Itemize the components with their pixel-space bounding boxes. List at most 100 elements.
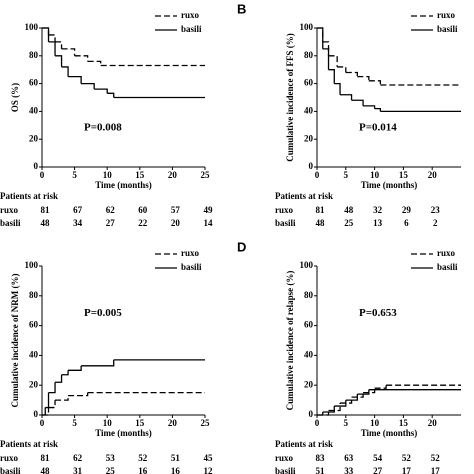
risk-count: 17: [402, 466, 412, 474]
risk-count: 22: [138, 218, 148, 228]
step-segment: [368, 80, 382, 85]
step-segment: [317, 27, 324, 42]
risk-count: 52: [431, 453, 441, 463]
risk-count: 14: [204, 218, 214, 228]
step-segment: [322, 41, 330, 56]
step-segment: [357, 389, 370, 395]
x-tick-label: 10: [370, 418, 380, 428]
x-tick-label: 15: [135, 170, 145, 180]
risk-row-name: ruxo: [0, 453, 19, 463]
risk-count: 57: [171, 205, 181, 215]
legend-label: ruxo: [181, 248, 200, 258]
step-segment: [55, 41, 63, 49]
x-tick-label: 25: [201, 418, 211, 428]
risk-row-name: basili: [275, 218, 296, 228]
step-segment: [55, 395, 69, 401]
risk-count: 52: [138, 453, 148, 463]
risk-count: 27: [106, 218, 116, 228]
risk-count: 25: [106, 466, 116, 474]
risk-count: 51: [171, 453, 181, 463]
y-tick-label: 20: [304, 379, 314, 389]
step-segment: [87, 60, 102, 66]
y-tick-label: 60: [304, 78, 314, 88]
risk-table-title: Patients at risk: [0, 191, 58, 201]
risk-table-title: Patients at risk: [275, 439, 333, 449]
step-segment: [107, 92, 115, 98]
step-segment: [345, 394, 358, 401]
y-tick-label: 100: [300, 260, 314, 270]
risk-count: 52: [402, 453, 412, 463]
risk-count: 60: [138, 205, 148, 215]
step-segment: [317, 412, 324, 416]
step-segment: [374, 107, 382, 112]
step-segment: [340, 94, 353, 101]
legend-label: ruxo: [437, 10, 456, 20]
x-tick-label: 10: [103, 170, 113, 180]
risk-count: 81: [41, 453, 51, 463]
risk-count: 81: [41, 205, 51, 215]
x-axis-label: Time (months): [361, 428, 418, 438]
panel-label: D: [237, 239, 246, 254]
y-tick-label: 40: [29, 105, 39, 115]
step-segment: [81, 82, 95, 90]
y-tick-label: 20: [29, 133, 39, 143]
y-tick-label: 60: [304, 320, 314, 330]
step-segment: [374, 385, 387, 389]
y-tick-label: 80: [29, 50, 39, 60]
step-segment: [317, 27, 324, 49]
risk-row-name: basili: [0, 466, 21, 474]
risk-count: 12: [204, 466, 214, 474]
step-segment: [345, 71, 358, 77]
x-tick-label: 0: [40, 418, 45, 428]
risk-count: 29: [402, 205, 412, 215]
y-tick-label: 80: [29, 290, 39, 300]
step-segment: [48, 400, 56, 409]
risk-count: 48: [316, 218, 326, 228]
x-tick-label: 20: [168, 418, 178, 428]
step-segment: [351, 99, 364, 106]
y-tick-label: 60: [29, 320, 39, 330]
y-axis-label: Cumulative incidence of NRM (%): [10, 274, 20, 408]
step-segment: [322, 406, 335, 413]
risk-count: 16: [138, 466, 148, 474]
risk-table-title: Patients at risk: [275, 191, 333, 201]
x-tick-label: 20: [428, 170, 438, 180]
step-segment: [81, 359, 115, 367]
y-tick-label: 40: [304, 105, 314, 115]
y-tick-label: 20: [29, 379, 39, 389]
risk-count: 31: [73, 466, 83, 474]
y-tick-label: 40: [29, 349, 39, 359]
step-segment: [48, 34, 56, 42]
step-segment: [42, 27, 50, 35]
risk-count: 48: [41, 218, 51, 228]
x-tick-label: 25: [201, 170, 211, 180]
step-segment: [68, 76, 82, 84]
x-tick-label: 15: [399, 170, 409, 180]
step-segment: [328, 69, 335, 84]
risk-count: 62: [106, 205, 116, 215]
risk-count: 16: [171, 466, 181, 474]
step-segment: [94, 88, 108, 94]
x-tick-label: 5: [72, 418, 77, 428]
risk-count: 83: [316, 453, 326, 463]
y-tick-label: 100: [25, 260, 39, 270]
step-segment: [61, 370, 69, 376]
x-tick-label: 10: [370, 170, 380, 180]
step-segment: [48, 382, 56, 394]
p-value: P=0.653: [359, 307, 397, 319]
step-segment: [334, 82, 341, 95]
legend-label: basili: [181, 24, 202, 34]
y-tick-label: 80: [304, 50, 314, 60]
risk-count: 51: [316, 466, 326, 474]
step-segment: [363, 105, 376, 109]
risk-count: 45: [204, 453, 214, 463]
x-tick-label: 0: [315, 170, 320, 180]
y-tick-label: 0: [309, 409, 314, 419]
p-value: P=0.005: [84, 307, 122, 319]
x-tick-label: 5: [72, 170, 77, 180]
x-tick-label: 20: [428, 418, 438, 428]
risk-count: 2: [433, 218, 438, 228]
step-segment: [61, 66, 69, 77]
y-tick-label: 40: [304, 349, 314, 359]
